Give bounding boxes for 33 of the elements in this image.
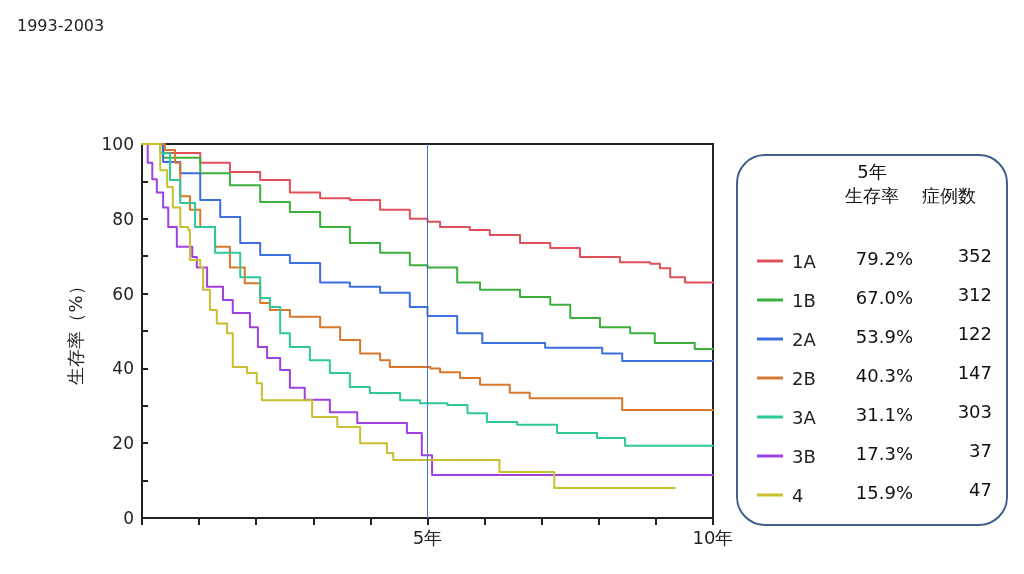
y-tick-label: 80	[112, 208, 134, 229]
y-tick-label: 60	[112, 283, 134, 304]
text: 15.9%	[855, 481, 913, 503]
text: 79.2%	[855, 247, 913, 269]
legend-label: 3B	[792, 445, 816, 467]
text: 17.3%	[855, 442, 913, 464]
text: 147	[957, 361, 992, 383]
legend-label: 1A	[792, 250, 817, 272]
text: 40.3%	[855, 364, 913, 386]
text: 303	[957, 400, 992, 422]
legend-label: 3A	[792, 406, 817, 428]
legend-label: 4	[792, 484, 804, 506]
text: 312	[957, 283, 992, 305]
chart-title: 1993-2003	[17, 15, 105, 35]
text: 31.1%	[855, 403, 913, 425]
y-tick-label: 100	[101, 134, 134, 154]
x-tick-label: 10年	[692, 526, 734, 548]
text: 5年	[857, 160, 887, 182]
text: 122	[957, 322, 992, 344]
text: 37	[969, 439, 992, 461]
y-axis-title: 生存率（%）	[64, 277, 86, 385]
legend-label: 2B	[792, 367, 816, 389]
y-tick-label: 0	[123, 508, 134, 528]
text: 生存率	[845, 184, 899, 206]
legend-label: 1B	[792, 289, 816, 311]
legend-label: 2A	[792, 328, 817, 350]
y-tick-label: 20	[112, 433, 134, 454]
text: 53.9%	[855, 325, 913, 347]
text: 症例数	[922, 184, 976, 206]
text: 47	[969, 478, 992, 500]
text: 352	[957, 244, 992, 266]
y-tick-label: 40	[112, 358, 134, 379]
text: 67.0%	[855, 286, 913, 308]
